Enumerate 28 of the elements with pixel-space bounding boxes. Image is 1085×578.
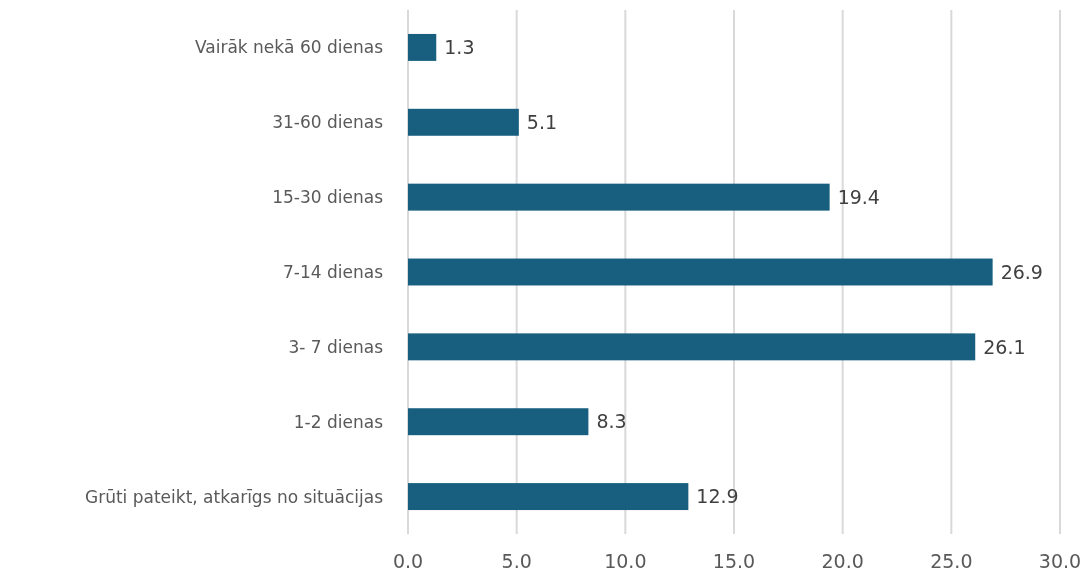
x-tick-label: 30.0 xyxy=(1038,550,1082,572)
bar xyxy=(408,33,437,61)
data-label: 19.4 xyxy=(837,185,880,208)
y-tick-label: Grūti pateikt, atkarīgs no situācijas xyxy=(85,486,384,507)
data-label: 1.3 xyxy=(444,36,475,59)
y-tick-label: Vairāk nekā 60 dienas xyxy=(194,37,384,58)
data-label: 26.1 xyxy=(983,335,1026,358)
x-tick-label: 5.0 xyxy=(501,550,532,572)
bar xyxy=(408,183,830,211)
x-tick-label: 0.0 xyxy=(392,550,424,572)
data-label: 8.3 xyxy=(596,410,627,433)
bar xyxy=(408,258,993,286)
data-label: 26.9 xyxy=(1000,260,1043,283)
x-tick-label: 20.0 xyxy=(821,550,864,572)
y-tick-label: 1-2 dienas xyxy=(293,411,384,432)
y-tick-label: 3- 7 dienas xyxy=(288,336,384,357)
x-tick-label: 10.0 xyxy=(604,550,647,572)
y-tick-label: 7-14 dienas xyxy=(282,261,384,282)
bar xyxy=(408,108,519,136)
y-tick-label: 15-30 dienas xyxy=(272,187,384,208)
bar xyxy=(408,483,689,511)
data-label: 5.1 xyxy=(526,110,558,133)
x-tick-label: 25.0 xyxy=(930,550,973,572)
bar xyxy=(408,408,589,436)
data-label: 12.9 xyxy=(696,485,739,508)
y-tick-label: 31-60 dienas xyxy=(272,112,384,133)
x-tick-label: 15.0 xyxy=(712,550,756,572)
bar xyxy=(408,333,976,361)
